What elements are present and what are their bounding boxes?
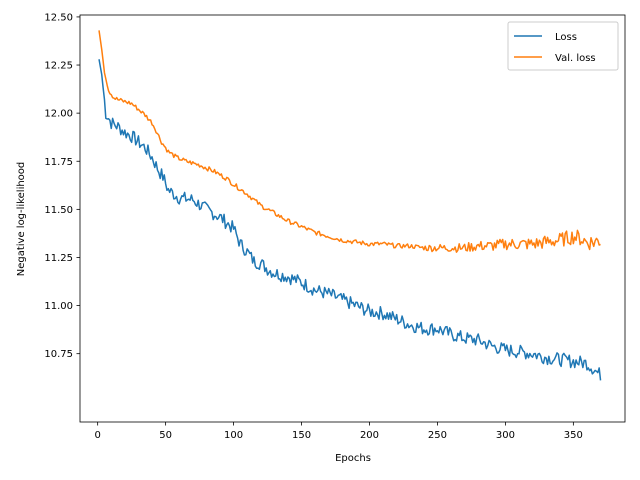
x-tick-label: 300 [496,430,515,441]
y-tick-label: 11.50 [44,205,73,216]
series-line-val-loss [98,30,601,253]
y-tick-label: 12.50 [44,12,73,23]
y-tick-label: 11.25 [44,253,73,264]
x-tick-label: 100 [224,430,243,441]
x-tick-label: 0 [94,430,100,441]
plot-frame [79,14,626,423]
y-tick-label: 11.00 [44,301,73,312]
y-tick-label: 12.25 [44,61,73,72]
y-tick-label: 11.75 [44,157,73,168]
y-tick-label: 12.00 [44,109,73,120]
x-tick-label: 200 [360,430,379,441]
x-tick-label: 250 [428,430,447,441]
series-layer [98,30,602,381]
x-tick-label: 150 [292,430,311,441]
axes-layer: 0 50 100 150 200 250 300 350 10.75 11.00 11.25 11.5… [44,12,626,441]
x-tick-label: 350 [564,430,583,441]
x-axis-label: Epochs [335,453,371,464]
legend-label-loss: Loss [555,32,577,43]
y-tick-label: 10.75 [44,349,73,360]
x-tick-label: 50 [159,430,172,441]
legend: Loss Val. loss [507,21,619,71]
y-axis-label: Negative log-likelihood [16,162,27,277]
series-line-loss [98,59,602,381]
legend-frame [507,21,619,71]
legend-label-val-loss: Val. loss [555,53,596,64]
